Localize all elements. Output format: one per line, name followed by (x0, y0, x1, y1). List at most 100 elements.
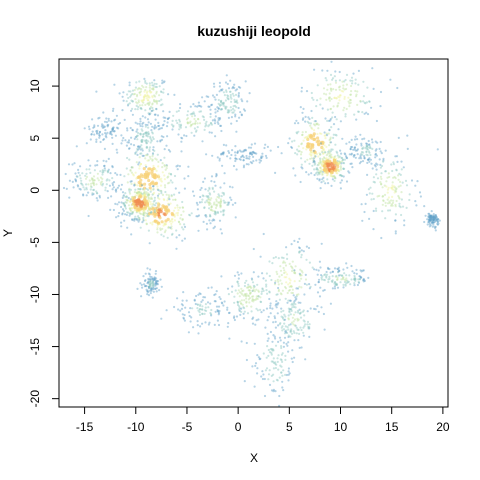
scatter-point (147, 199, 150, 202)
scatter-point (218, 103, 221, 106)
scatter-point (114, 172, 117, 175)
scatter-point (437, 222, 440, 225)
scatter-point (176, 168, 179, 171)
scatter-point (193, 299, 196, 302)
scatter-point (272, 256, 275, 260)
scatter-point (436, 220, 439, 223)
scatter-point (101, 173, 104, 176)
scatter-point (298, 332, 301, 335)
scatter-point (287, 350, 290, 353)
scatter-point (268, 260, 271, 263)
scatter-point (256, 309, 259, 312)
scatter-point (240, 310, 243, 313)
scatter-point (145, 131, 148, 134)
scatter-point (146, 102, 149, 105)
scatter-point (140, 191, 143, 194)
scatter-point (137, 105, 140, 109)
scatter-point (285, 342, 288, 345)
scatter-point (103, 167, 106, 170)
scatter-point (207, 189, 210, 192)
scatter-point (288, 281, 291, 285)
scatter-point (232, 105, 235, 108)
scatter-point (279, 279, 282, 282)
scatter-point (135, 134, 139, 137)
scatter-point (129, 212, 132, 215)
scatter-point (434, 218, 437, 221)
x-tick-label: -15 (76, 420, 94, 434)
scatter-point (391, 169, 394, 173)
scatter-point (114, 189, 117, 192)
scatter-point (352, 154, 356, 157)
scatter-point (434, 216, 437, 219)
scatter-point (176, 206, 179, 209)
scatter-point (295, 287, 298, 290)
scatter-point (150, 288, 153, 291)
scatter-point (340, 160, 343, 163)
scatter-point (244, 149, 248, 152)
scatter-point (93, 124, 96, 127)
scatter-point (142, 95, 146, 98)
scatter-point (302, 334, 305, 337)
scatter-point (335, 171, 338, 175)
scatter-point (213, 219, 216, 222)
scatter-point (252, 300, 255, 303)
scatter-point (270, 374, 273, 377)
scatter-point (152, 288, 155, 291)
point-cluster (95, 77, 182, 116)
scatter-point (316, 273, 319, 276)
scatter-point (235, 119, 238, 123)
scatter-point (199, 188, 202, 191)
scatter-point (361, 160, 365, 163)
scatter-point (335, 274, 338, 278)
scatter-point (117, 127, 120, 130)
scatter-point (157, 165, 160, 168)
scatter-point (153, 127, 156, 130)
scatter-point (363, 279, 366, 282)
scatter-point (277, 340, 280, 343)
scatter-point (308, 323, 311, 326)
scatter-point (148, 186, 152, 190)
scatter-point (382, 199, 385, 202)
scatter-point (199, 110, 203, 113)
scatter-point (124, 139, 127, 142)
scatter-point (330, 88, 333, 91)
scatter-point (166, 199, 169, 202)
scatter-point (155, 126, 158, 129)
scatter-point (294, 311, 297, 314)
scatter-point (169, 179, 172, 182)
scatter-point (140, 140, 144, 143)
scatter-point (132, 144, 136, 147)
scatter-point (96, 129, 99, 132)
scatter-point (135, 81, 138, 84)
scatter-point (220, 153, 223, 156)
scatter-point (235, 130, 238, 133)
scatter-point (337, 169, 340, 172)
scatter-point (149, 122, 152, 125)
scatter-point (143, 211, 146, 214)
scatter-point (305, 144, 310, 148)
scatter-point (286, 344, 289, 347)
scatter-point (301, 133, 304, 136)
scatter-point (293, 305, 296, 309)
scatter-point (97, 179, 100, 182)
scatter-point (298, 247, 301, 250)
scatter-point (249, 161, 252, 164)
scatter-point (180, 226, 184, 229)
scatter-point (290, 328, 293, 331)
scatter-point (210, 314, 213, 317)
scatter-point (149, 112, 152, 115)
scatter-point (76, 175, 79, 178)
scatter-point (252, 316, 255, 319)
scatter-point (334, 282, 337, 286)
scatter-point (292, 304, 295, 307)
scatter-point (284, 358, 287, 361)
scatter-point (328, 277, 331, 280)
scatter-point (146, 154, 149, 157)
scatter-point (242, 159, 245, 162)
y-tick-label: 10 (28, 79, 42, 93)
scatter-point (354, 279, 357, 282)
scatter-point (356, 283, 359, 287)
scatter-point (173, 215, 176, 218)
scatter-point (252, 298, 255, 301)
scatter-point (270, 360, 273, 363)
